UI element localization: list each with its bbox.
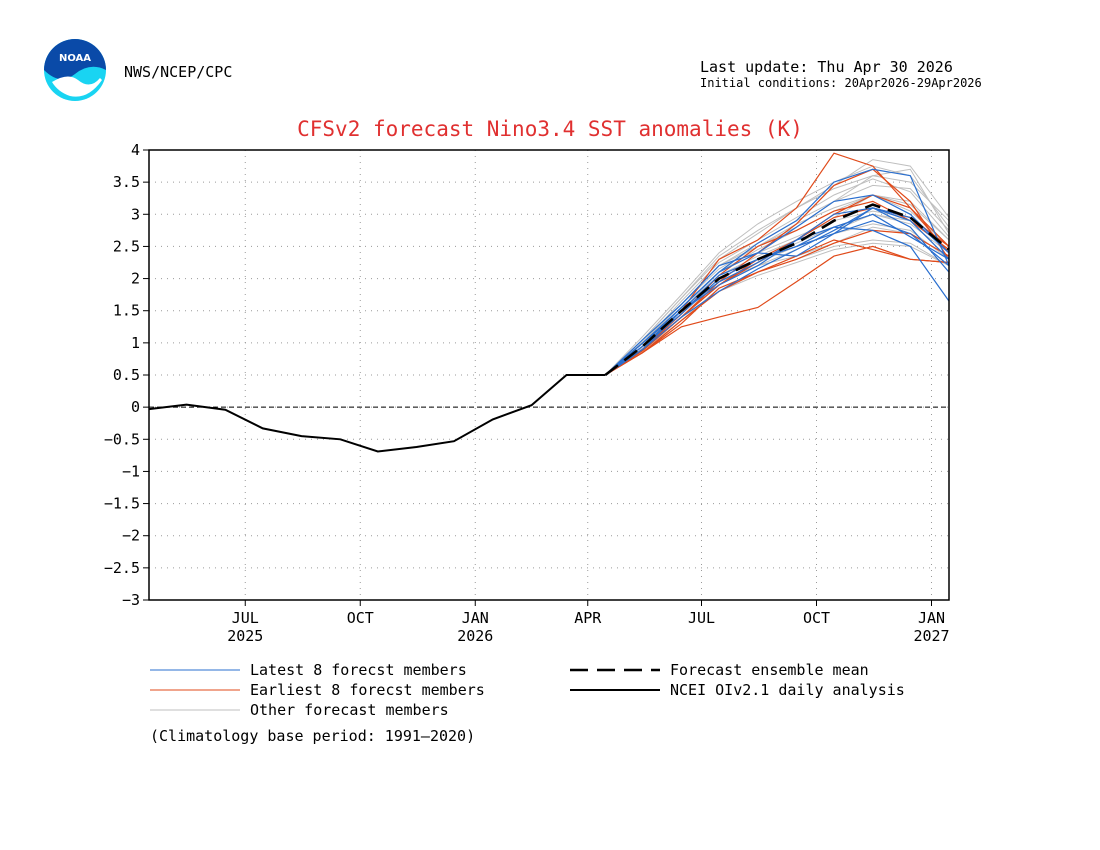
series-latest-member: [604, 207, 950, 376]
legend-other: Other forecast members: [250, 701, 449, 719]
series-ncei-analysis: [148, 374, 606, 453]
series-latest-member: [604, 194, 950, 376]
noaa-logo: NOAA: [44, 39, 106, 101]
series-other-member: [604, 194, 950, 376]
y-tick-label: 3: [131, 205, 140, 223]
y-tick-label: 2: [131, 270, 140, 288]
x-tick-month: JAN: [918, 609, 945, 627]
series-other-member: [605, 223, 950, 376]
x-tick-month: JUL: [688, 609, 715, 627]
series-other-member: [604, 194, 950, 376]
series-other-member: [605, 242, 950, 376]
y-tick-label: −1.5: [104, 495, 140, 513]
x-tick-month: JAN: [462, 609, 489, 627]
legend-analysis: NCEI OIv2.1 daily analysis: [670, 681, 905, 699]
x-tick-month: OCT: [803, 609, 830, 627]
last-update: Last update: Thu Apr 30 2026: [700, 58, 953, 76]
y-tick-label: 4: [131, 141, 140, 159]
series-latest-member: [604, 207, 950, 376]
legend-latest: Latest 8 forecst members: [250, 661, 467, 679]
series-other-member: [605, 239, 950, 376]
legend-earliest: Earliest 8 forecst members: [250, 681, 485, 699]
series-latest-member: [604, 168, 950, 376]
plot-frame: [148, 149, 950, 601]
y-tick-label: 3.5: [113, 173, 140, 191]
x-tick-month: JUL: [232, 609, 259, 627]
plot-area: 43.532.521.510.50−0.5−1−1.5−2−2.5−3 JUL2…: [104, 141, 950, 645]
y-tick-label: 2.5: [113, 237, 140, 255]
climatology-footnote: (Climatology base period: 1991—2020): [150, 727, 475, 745]
series-earliest-member: [604, 245, 950, 376]
series-other-member: [604, 194, 950, 376]
series-other-member: [604, 165, 950, 376]
y-tick-label: −2.5: [104, 559, 140, 577]
x-tick-month: APR: [574, 609, 602, 627]
legend-mean: Forecast ensemble mean: [670, 661, 869, 679]
series-group: [148, 152, 950, 453]
y-tick-label: 0.5: [113, 366, 140, 384]
initial-conditions: Initial conditions: 20Apr2026-29Apr2026: [700, 76, 982, 90]
series-earliest-member: [604, 200, 950, 376]
y-tick-label: −3: [122, 591, 140, 609]
y-tick-label: −0.5: [104, 430, 140, 448]
y-axis: 4 3.5 3 2.5 2 1.5 1 0.5 0 −0.5 −1 −1.5 −2 −2.5 −3: [104, 141, 149, 609]
x-tick-year: 2025: [227, 627, 263, 645]
logo-text: NOAA: [59, 53, 91, 64]
series-other-member: [604, 168, 950, 376]
series-earliest-member: [604, 229, 950, 376]
y-tick-label: −2: [122, 527, 140, 545]
series-earliest-member: [604, 168, 950, 376]
series-ensemble-mean: [604, 203, 950, 377]
series-other-member: [604, 159, 950, 376]
x-tick-month: OCT: [347, 609, 374, 627]
y-tick-label: 1: [131, 334, 140, 352]
chart-title: CFSv2 forecast Nino3.4 SST anomalies (K): [297, 117, 803, 141]
y-tick-label: 0: [131, 398, 140, 416]
y-tick-label: −1: [122, 462, 140, 480]
legend: Latest 8 forecst members Earliest 8 fore…: [150, 661, 905, 745]
x-tick-year: 2027: [913, 627, 949, 645]
org-label: NWS/NCEP/CPC: [124, 63, 232, 81]
series-earliest-member: [604, 239, 950, 376]
series-latest-member: [604, 220, 950, 376]
x-tick-year: 2026: [457, 627, 493, 645]
y-tick-label: 1.5: [113, 302, 140, 320]
series-earliest-member: [604, 194, 950, 376]
